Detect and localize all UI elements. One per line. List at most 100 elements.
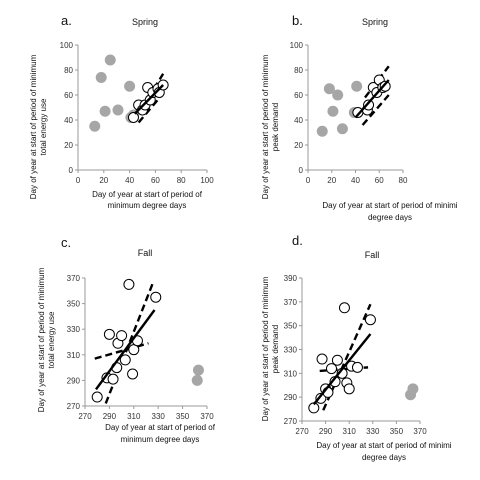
confidence-bound: [137, 94, 163, 124]
y-tick-label: 80: [294, 66, 303, 75]
confidence-bound: [94, 342, 149, 360]
y-tick-label: 100: [290, 41, 304, 50]
x-tick-label: 0: [306, 176, 311, 185]
data-point-open: [107, 373, 119, 385]
y-axis-label: Day of year at start of period of minimu…: [261, 54, 270, 199]
data-point-open: [338, 302, 350, 314]
data-point-open: [364, 314, 376, 326]
y-tick-label: 350: [67, 300, 81, 309]
confidence-bound: [322, 303, 372, 411]
data-point-filled: [407, 383, 419, 395]
x-tick-label: 350: [390, 427, 404, 436]
y-tick-label: 310: [67, 351, 81, 360]
x-tick-label: 80: [177, 176, 186, 185]
y-tick-label: 370: [67, 274, 81, 283]
data-point-filled: [191, 374, 203, 386]
chart-title: Spring: [362, 17, 388, 27]
y-tick-label: 40: [294, 116, 303, 125]
chart-title: Spring: [132, 17, 158, 27]
y-tick-label: 0: [69, 166, 74, 175]
data-point-open: [150, 291, 162, 303]
chart-title: Fall: [365, 250, 380, 260]
x-tick-label: 270: [295, 427, 309, 436]
regression-line: [312, 333, 372, 406]
x-tick-label: 20: [327, 176, 336, 185]
data-point-open: [363, 99, 375, 111]
x-tick-label: 60: [151, 176, 160, 185]
x-axis-label: minimum degree days: [108, 201, 187, 210]
x-tick-label: 310: [127, 412, 141, 421]
data-point-filled: [99, 105, 111, 117]
y-tick-label: 100: [60, 41, 74, 50]
data-point-open: [127, 112, 139, 123]
y-tick-label: 370: [284, 298, 298, 307]
x-axis-label: Day of year at start of period of minimi: [322, 201, 457, 210]
x-tick-label: 60: [375, 176, 384, 185]
data-point-open: [103, 328, 115, 340]
x-axis-label: minimum degree days: [121, 435, 200, 444]
data-point-filled: [192, 364, 204, 376]
data-point-open: [119, 354, 131, 366]
data-point-filled: [104, 54, 116, 66]
data-point-filled: [327, 105, 339, 117]
x-tick-label: 40: [125, 176, 134, 185]
x-tick-label: 40: [351, 176, 360, 185]
data-point-open: [123, 278, 135, 290]
x-tick-label: 370: [413, 427, 427, 436]
data-point-open: [315, 392, 327, 404]
data-point-open: [127, 368, 139, 380]
data-point-open: [379, 80, 391, 92]
panel-label: d.: [292, 233, 303, 248]
y-axis-label: Day of year at start of period of minimu…: [29, 54, 38, 199]
y-tick-label: 0: [299, 166, 304, 175]
data-point-open: [308, 402, 320, 414]
y-tick-label: 350: [284, 322, 298, 331]
panel-label: c.: [61, 235, 71, 250]
regression-line: [133, 84, 164, 115]
x-axis-label: Day of year at start of period of: [105, 423, 216, 432]
x-tick-label: 100: [200, 176, 214, 185]
y-axis-label: Day of year at start of period of minimu…: [261, 276, 270, 421]
panel-label: b.: [292, 13, 303, 28]
regression-line: [354, 79, 390, 119]
y-tick-label: 290: [67, 376, 81, 385]
x-axis-label: Day of year at start of period of: [92, 190, 203, 199]
confidence-bound: [361, 94, 390, 126]
x-tick-label: 370: [200, 412, 214, 421]
y-tick-label: 390: [284, 274, 298, 283]
data-point-filled: [316, 125, 328, 137]
data-point-open: [316, 353, 328, 365]
x-tick-label: 290: [103, 412, 117, 421]
x-axis-label: Day of year at start of period of minimi: [316, 441, 451, 450]
data-point-open: [326, 363, 337, 375]
data-point-filled: [89, 120, 101, 132]
y-axis-label: peak demand: [271, 325, 280, 373]
y-axis-label: total energy use: [47, 311, 56, 368]
y-tick-label: 290: [284, 393, 298, 402]
x-tick-label: 0: [76, 176, 81, 185]
data-point-open: [343, 383, 355, 395]
x-axis-label: degree days: [362, 453, 406, 462]
y-tick-label: 20: [64, 141, 73, 150]
y-tick-label: 80: [64, 66, 73, 75]
y-tick-label: 330: [67, 325, 81, 334]
panel-label: a.: [61, 13, 72, 28]
y-axis-label: total energy use: [39, 98, 48, 155]
y-tick-label: 60: [64, 91, 73, 100]
data-point-open: [331, 354, 343, 366]
panel-b: b. Spring 0 20 40 60 80 0 20 40 60 80 100 Day of year…: [261, 13, 458, 222]
x-tick-label: 350: [176, 412, 190, 421]
data-point-filled: [112, 104, 124, 116]
y-tick-label: 40: [64, 116, 73, 125]
data-point-filled: [351, 80, 363, 92]
y-tick-label: 20: [294, 141, 303, 150]
y-axis-label: peak demand: [271, 103, 280, 151]
chart-title: Fall: [138, 248, 153, 258]
data-point-open: [351, 361, 363, 373]
data-point-filled: [336, 123, 348, 135]
x-tick-label: 270: [78, 412, 92, 421]
y-axis-label: Day of year at start of period of minimu…: [37, 267, 46, 412]
x-axis-label: degree days: [368, 213, 412, 222]
regression-line: [95, 309, 156, 391]
data-point-filled: [323, 83, 335, 95]
